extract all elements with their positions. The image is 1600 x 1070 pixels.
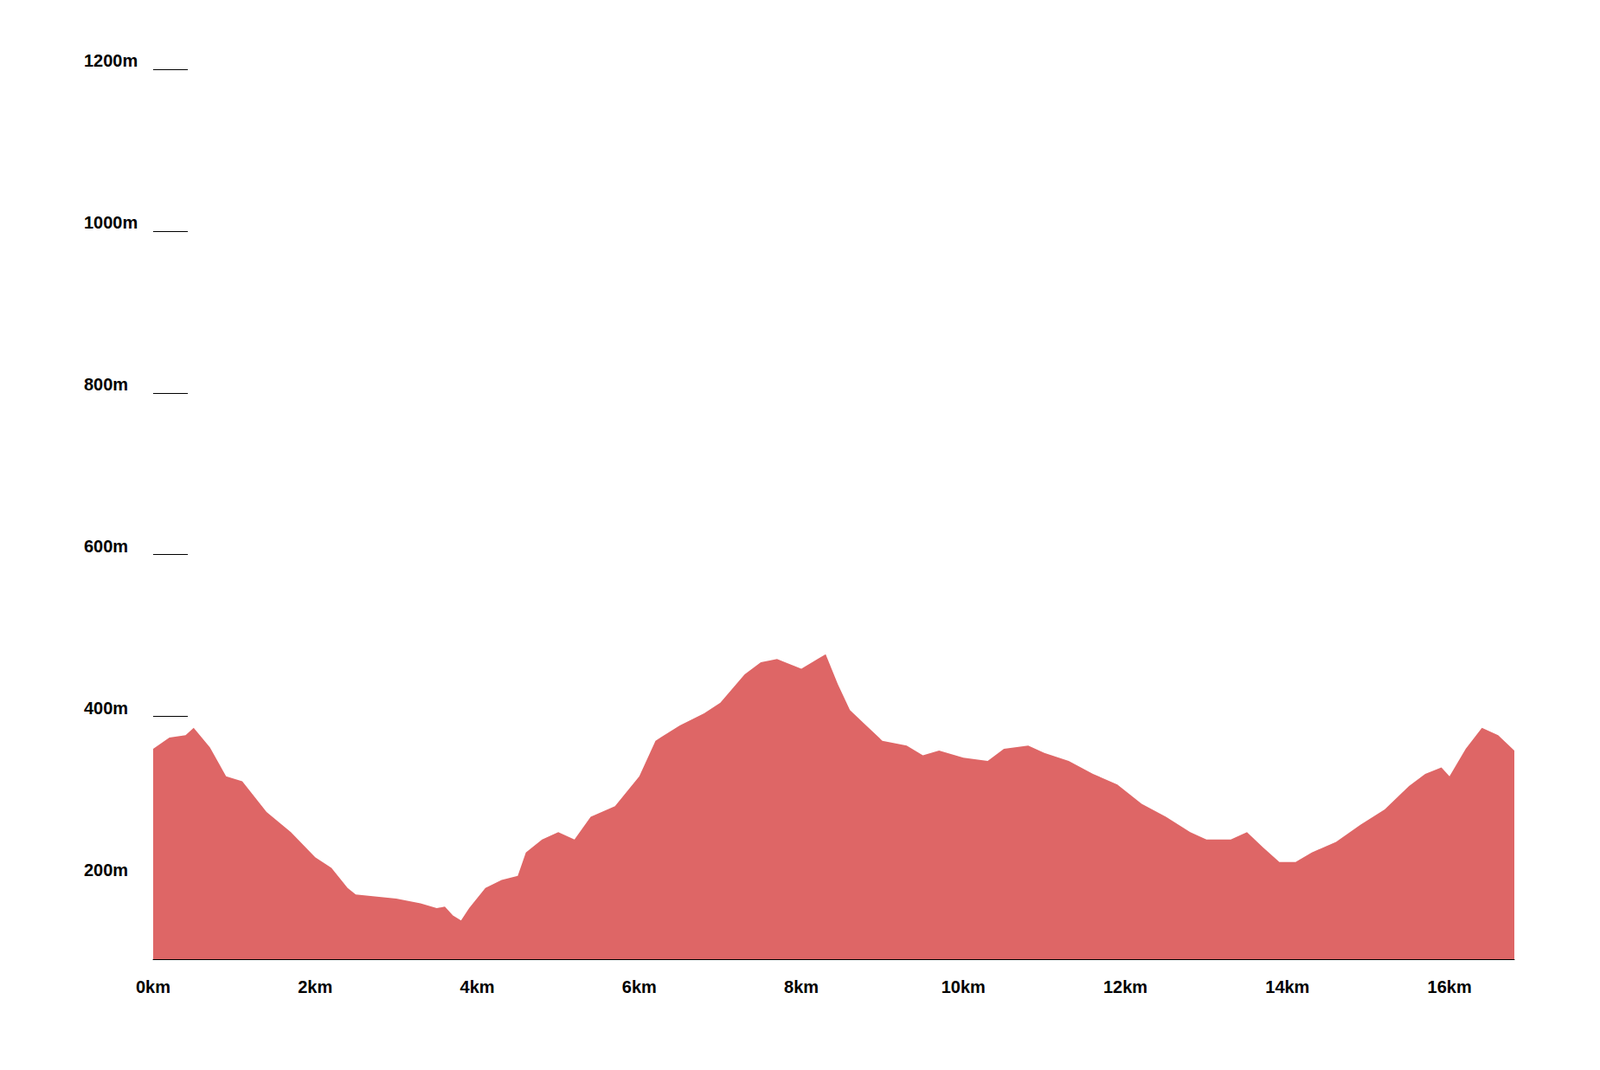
svg-text:800m: 800m: [83, 374, 129, 394]
svg-text:400m: 400m: [83, 698, 129, 718]
svg-text:12km: 12km: [1103, 976, 1148, 996]
svg-text:14km: 14km: [1265, 976, 1310, 996]
svg-text:200m: 200m: [83, 860, 129, 880]
svg-text:10km: 10km: [941, 976, 986, 996]
svg-text:16km: 16km: [1427, 976, 1472, 996]
svg-text:600m: 600m: [83, 536, 129, 556]
svg-text:2km: 2km: [297, 976, 333, 996]
svg-text:4km: 4km: [460, 976, 495, 996]
svg-text:1200m: 1200m: [83, 51, 138, 71]
svg-text:6km: 6km: [622, 976, 657, 996]
svg-text:8km: 8km: [783, 976, 819, 996]
svg-text:0km: 0km: [135, 976, 171, 996]
svg-text:1000m: 1000m: [83, 212, 138, 232]
